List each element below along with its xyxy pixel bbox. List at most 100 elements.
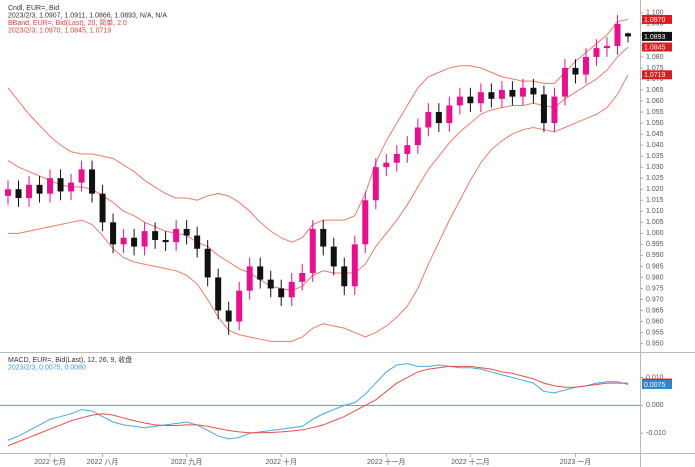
y-tick-label: 1.070 <box>646 76 664 83</box>
legend-line: 2023/2/3, 1.0970, 1.0845, 1.0719 <box>8 27 111 34</box>
y-tick-label: 1.065 <box>646 87 664 94</box>
candle-body <box>288 281 295 298</box>
candle-body <box>5 189 11 196</box>
price-tag <box>642 379 672 389</box>
candle-body <box>68 182 75 192</box>
candle-body <box>236 290 243 322</box>
candle-body <box>110 222 117 245</box>
candle-body <box>509 90 516 97</box>
x-tick-label: 2022 十月 <box>265 457 297 466</box>
candle-body <box>519 87 526 97</box>
candle-body <box>246 266 253 291</box>
y-tick-label: 0.955 <box>646 329 664 336</box>
y-tick-label: 1.080 <box>646 54 664 61</box>
candle-body <box>362 200 369 245</box>
y-tick-label: 1.050 <box>646 120 664 127</box>
y-tick-label: 1.035 <box>646 153 664 160</box>
candle-body <box>78 169 85 183</box>
y-tick-label: 0.960 <box>646 318 664 325</box>
x-tick-label: 2022 十二月 <box>451 457 490 466</box>
y-tick-label: 0.975 <box>646 285 664 292</box>
candle-body <box>162 239 169 243</box>
y-tick-label: 1.095 <box>646 21 664 28</box>
y-tick-label: 0.010 <box>646 374 664 381</box>
candle-body <box>404 145 411 154</box>
price-tag <box>642 42 672 52</box>
candle-body <box>435 112 442 124</box>
candle-body <box>120 237 127 245</box>
candle-body <box>267 279 274 289</box>
price-tag-label: 1.0845 <box>644 44 666 51</box>
y-tick-label: 1.055 <box>646 109 664 116</box>
candle-body <box>372 167 379 201</box>
y-tick-label: 1.000 <box>646 230 664 237</box>
candle-body <box>15 189 22 199</box>
candle-body <box>278 288 285 298</box>
candle-body <box>89 169 96 194</box>
y-tick-label: 1.075 <box>646 65 664 72</box>
price-tag <box>642 31 672 41</box>
bollinger-middle <box>7 46 629 292</box>
candle-body <box>446 105 453 124</box>
candle-body <box>257 266 264 280</box>
x-tick-label: 2022 九月 <box>171 457 203 466</box>
candle-body <box>183 228 190 236</box>
candle-body <box>582 56 589 75</box>
macd-line <box>7 363 629 441</box>
y-tick-label: 0.950 <box>646 340 664 347</box>
candle-body <box>26 184 33 199</box>
y-tick-label: 1.015 <box>646 197 664 204</box>
candle-body <box>194 235 201 249</box>
candle-body <box>99 193 106 223</box>
candle-body <box>614 23 621 46</box>
candle-body <box>225 310 232 322</box>
candle-body <box>36 184 43 194</box>
candle-body <box>299 273 306 282</box>
candle-body <box>530 87 537 95</box>
y-tick-label: 1.020 <box>646 186 664 193</box>
candle-body <box>498 90 505 99</box>
y-tick-label: 0.980 <box>646 274 664 281</box>
y-tick-label: -0.010 <box>646 430 666 437</box>
candle-body <box>467 96 474 104</box>
y-tick-label: 1.040 <box>646 142 664 149</box>
candle-body <box>414 127 421 146</box>
price-tag-label: 1.0893 <box>644 34 666 41</box>
price-tag <box>642 70 672 80</box>
y-tick-label: 1.025 <box>646 175 664 182</box>
candle-body <box>383 162 390 168</box>
candle-body <box>488 92 495 99</box>
legend-line: Cndl, EUR=, Bid <box>8 5 59 12</box>
candle-body <box>141 231 148 247</box>
bollinger-upper <box>7 18 629 243</box>
price-tag-label: 0.0075 <box>644 382 666 389</box>
candle-body <box>625 33 631 37</box>
candle-body <box>551 96 558 124</box>
price-tag-label: 1.0719 <box>644 72 666 79</box>
candle-body <box>561 67 568 97</box>
candle-body <box>603 45 610 49</box>
y-tick-label: 0.970 <box>646 296 664 303</box>
candle-body <box>425 112 432 128</box>
y-tick-label: 0.000 <box>646 402 664 409</box>
candle-body <box>572 67 579 75</box>
x-tick-label: 2022 十一月 <box>367 457 406 466</box>
macd-line <box>7 365 628 447</box>
bollinger-lower <box>8 74 629 342</box>
candle-body <box>341 266 348 287</box>
candle-body <box>330 246 337 267</box>
candle-body <box>173 228 180 243</box>
legend-line: 2023/2/3, 1.0907, 1.0911, 1.0866, 1.0893… <box>8 12 167 19</box>
x-tick-label: 2022 八月 <box>87 458 119 466</box>
y-tick-label: 1.010 <box>646 208 664 215</box>
candle-body <box>456 96 463 106</box>
candle-body <box>204 248 211 278</box>
y-tick-label: 1.030 <box>646 164 664 171</box>
legend-line: BBand, EUR=, Bid(Last), 20, 简单, 2.0 <box>8 18 127 27</box>
candle-body <box>351 244 358 287</box>
y-tick-label: 1.060 <box>646 98 664 105</box>
y-tick-label: 1.005 <box>646 219 664 226</box>
